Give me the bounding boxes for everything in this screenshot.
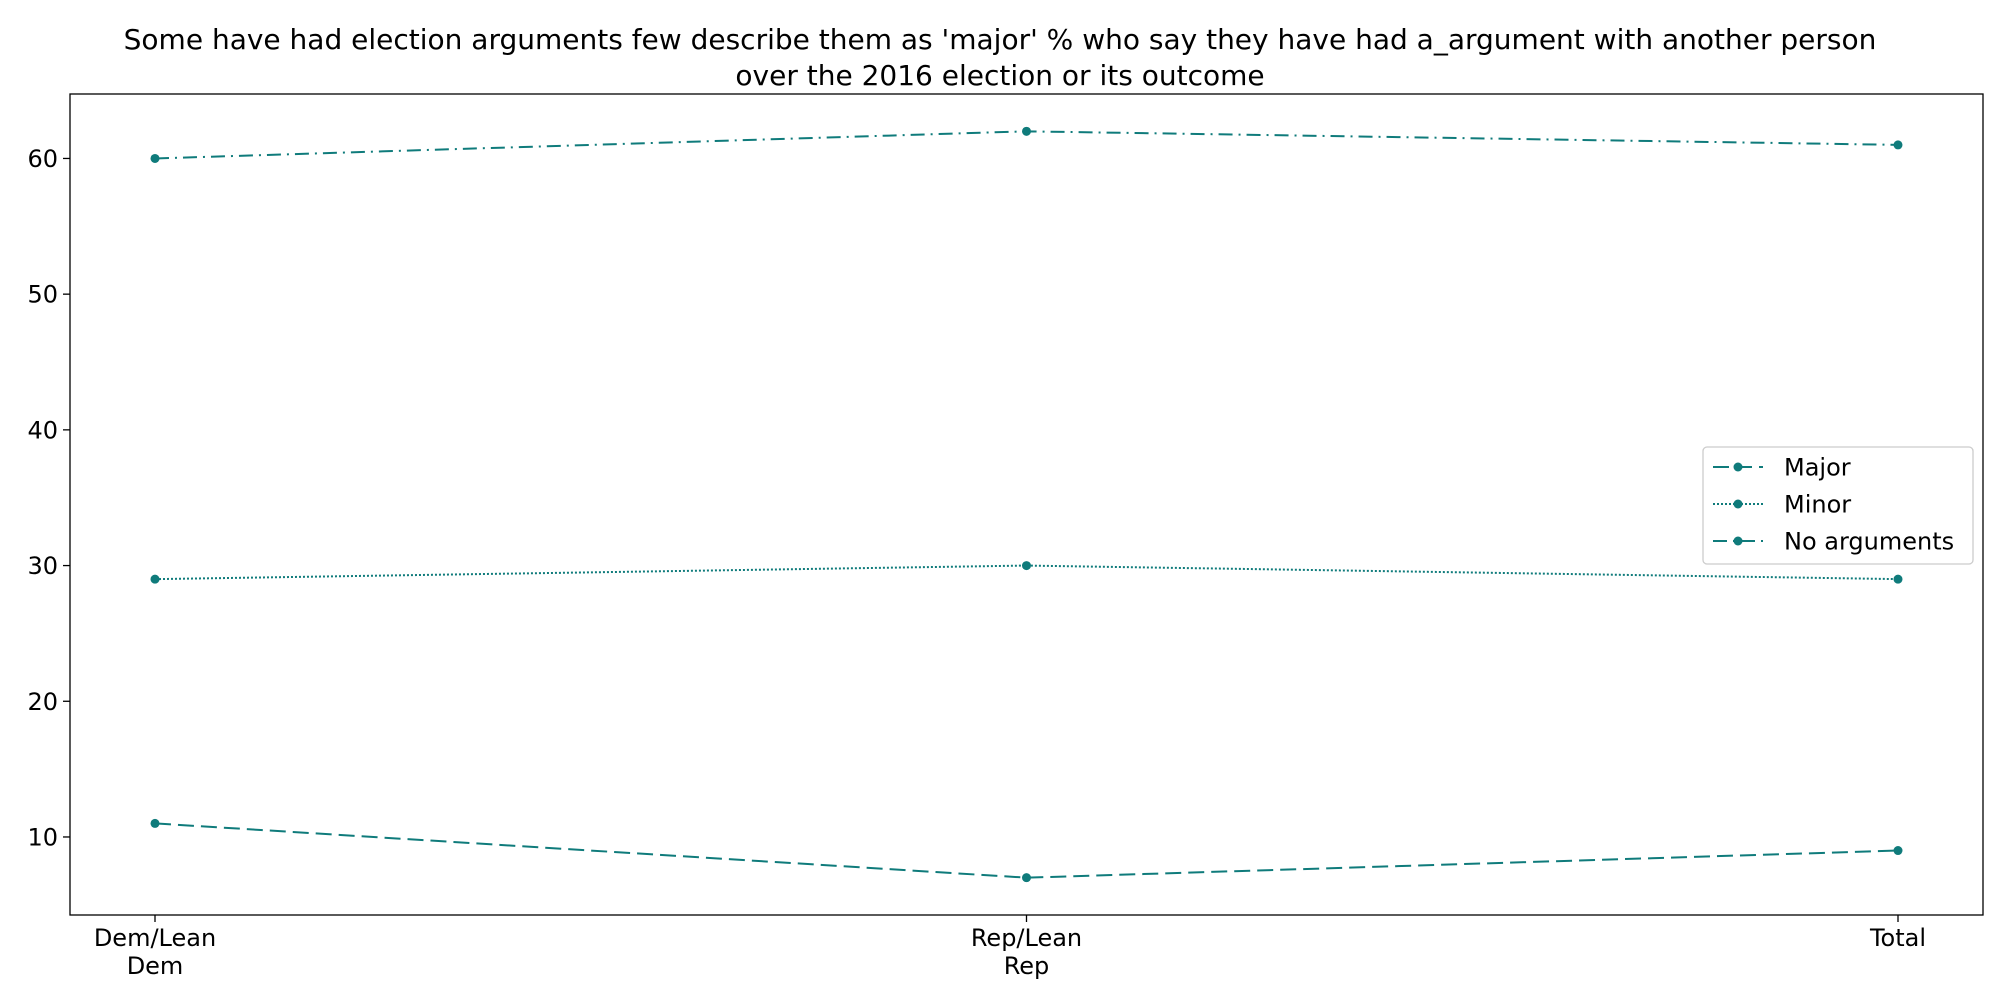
chart-title: Some have had election arguments few des… bbox=[0, 22, 2000, 94]
chart-title-line-2: over the 2016 election or its outcome bbox=[735, 59, 1265, 92]
series-no-arguments bbox=[150, 126, 1903, 163]
data-point-no-arguments bbox=[1022, 126, 1031, 136]
x-tick-label: Rep bbox=[1004, 952, 1050, 980]
y-tick-label: 30 bbox=[27, 552, 58, 580]
legend: Major Minor No arguments bbox=[1702, 446, 1974, 565]
y-tick-label: 40 bbox=[27, 416, 58, 444]
y-tick-label: 20 bbox=[27, 688, 58, 716]
data-point-minor bbox=[1893, 574, 1903, 584]
legend-label-minor: Minor bbox=[1784, 491, 1851, 519]
legend-label-major: Major bbox=[1784, 454, 1851, 482]
data-point-minor bbox=[1022, 561, 1031, 571]
legend-marker-major bbox=[1733, 462, 1743, 472]
series-minor bbox=[150, 561, 1903, 584]
legend-marker-minor bbox=[1733, 499, 1743, 509]
y-tick-label: 50 bbox=[27, 281, 58, 309]
data-point-major bbox=[1022, 873, 1031, 883]
legend-marker-no-arguments bbox=[1733, 536, 1743, 546]
chart-title-line-1: Some have had election arguments few des… bbox=[123, 23, 1877, 56]
data-point-major bbox=[150, 818, 160, 828]
x-tick-label: Total bbox=[1869, 924, 1926, 952]
y-tick-label: 60 bbox=[27, 145, 58, 173]
x-tick-label: Rep/Lean bbox=[971, 924, 1082, 952]
series-line-major bbox=[154, 822, 1899, 879]
data-point-no-arguments bbox=[150, 153, 160, 163]
x-tick-label: Dem/Lean bbox=[94, 924, 216, 952]
y-axis: 10 20 30 40 50 60 bbox=[27, 145, 70, 851]
data-point-major bbox=[1893, 846, 1903, 856]
y-tick-label: 10 bbox=[27, 823, 58, 851]
data-point-minor bbox=[150, 574, 160, 584]
legend-box bbox=[1702, 446, 1974, 565]
series-major bbox=[150, 818, 1903, 883]
data-point-no-arguments bbox=[1893, 140, 1903, 150]
series-layer bbox=[150, 126, 1903, 883]
plot-area-frame bbox=[69, 93, 1984, 916]
series-line-minor bbox=[154, 564, 1899, 581]
legend-label-no-arguments: No arguments bbox=[1784, 528, 1954, 556]
x-tick-label: Dem bbox=[127, 952, 184, 980]
